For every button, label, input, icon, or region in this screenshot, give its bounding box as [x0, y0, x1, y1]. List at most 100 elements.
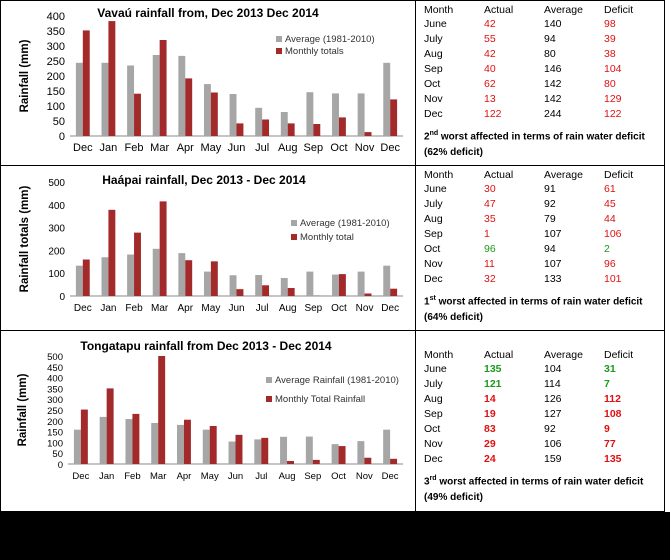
cell-actual: 96 — [484, 243, 496, 255]
x-tick-label: Feb — [125, 142, 144, 154]
average-bar — [203, 271, 211, 296]
cell-actual: 42 — [484, 18, 496, 30]
cell-actual: 13 — [484, 93, 496, 105]
vavau-chart-svg: 0 50 100 150 200 250 300 350 400 Rainfall (mm) Vav… — [19, 6, 403, 154]
header-month: Month — [424, 4, 454, 16]
monthly-bar — [262, 119, 270, 136]
average-bar — [383, 62, 391, 136]
legend-swatch — [266, 396, 272, 402]
y-tick-label: 100 — [47, 101, 65, 113]
cell-month: Sep — [424, 408, 443, 420]
cell-deficit: 7 — [604, 378, 610, 390]
haapai-note: 1st worst affected in terms of rain wate… — [424, 291, 662, 326]
y-axis-label: Rainfall (mm) — [19, 39, 31, 112]
cell-average: 94 — [544, 33, 556, 45]
cell-deficit: 38 — [604, 48, 616, 60]
table-row: Nov 29 106 77 — [424, 437, 660, 452]
header-deficit: Deficit — [604, 4, 634, 16]
monthly-bar — [287, 288, 295, 296]
x-tick-label: Mar — [150, 142, 169, 154]
y-tick-label: 400 — [47, 374, 63, 385]
cell-actual: 62 — [484, 78, 496, 90]
cell-average: 244 — [544, 108, 562, 120]
cell-month: Aug — [424, 48, 443, 60]
cell-average: 91 — [544, 183, 556, 195]
cell-deficit: 101 — [604, 273, 622, 285]
cell-deficit: 80 — [604, 78, 616, 90]
cell-average: 94 — [544, 243, 556, 255]
cell-actual: 122 — [484, 108, 502, 120]
average-bar — [73, 429, 81, 464]
tongatapu-chart: 0 50 100 150 200 250 300 350 400 450 500 Rainfall (… — [8, 336, 408, 506]
cell-average: 127 — [544, 408, 562, 420]
note-suffix: rd — [429, 475, 437, 482]
x-tick-label: Mar — [150, 471, 166, 482]
cell-average: 106 — [544, 438, 562, 450]
note-text: worst affected in terms of rain water de… — [424, 131, 645, 159]
x-tick-label: Dec — [382, 471, 399, 482]
cell-actual: 42 — [484, 48, 496, 60]
x-tick-label: Dec — [380, 142, 400, 154]
legend-swatch — [291, 234, 297, 240]
y-tick-label: 450 — [47, 363, 63, 374]
monthly-bar — [82, 259, 90, 296]
average-bar — [152, 248, 160, 296]
cell-month: June — [424, 363, 447, 375]
monthly-bar — [312, 459, 320, 464]
average-bar — [357, 93, 365, 136]
legend-label: Average Rainfall (1981-2010) — [275, 375, 399, 386]
cell-actual: 29 — [484, 438, 496, 450]
cell-month: Aug — [424, 213, 443, 225]
x-tick-label: Mar — [151, 303, 169, 314]
cell-average: 107 — [544, 228, 562, 240]
cell-month: Nov — [424, 438, 443, 450]
row-divider — [0, 330, 665, 331]
cell-average: 133 — [544, 273, 562, 285]
monthly-bar — [134, 232, 141, 296]
haapai-deficit-table: Month Actual Average Deficit June 30 91 61 J… — [424, 168, 660, 287]
header-month: Month — [424, 349, 454, 361]
x-tick-label: Aug — [278, 142, 298, 154]
cell-month: July — [424, 33, 443, 45]
chart-title: Vavaú rainfall from, Dec 2013 Dec 2014 — [97, 6, 319, 20]
x-tick-label: Jul — [255, 471, 267, 482]
cell-average: 140 — [544, 18, 562, 30]
legend-label: Average (1981-2010) — [300, 218, 390, 229]
cell-month: June — [424, 18, 447, 30]
table-row: Sep 1 107 106 — [424, 227, 660, 242]
cell-month: July — [424, 378, 443, 390]
x-tick-label: Dec — [74, 303, 92, 314]
cell-actual: 55 — [484, 33, 496, 45]
monthly-bar — [159, 40, 167, 136]
average-bar — [305, 436, 313, 464]
average-bar — [280, 112, 288, 136]
y-tick-label: 0 — [59, 292, 65, 303]
cell-deficit: 96 — [604, 258, 616, 270]
y-tick-label: 300 — [48, 224, 65, 235]
cell-deficit: 9 — [604, 423, 610, 435]
cell-actual: 83 — [484, 423, 496, 435]
average-bar — [332, 93, 339, 136]
header-average: Average — [544, 4, 583, 16]
x-tick-label: Dec — [73, 142, 93, 154]
x-tick-label: Nov — [356, 303, 374, 314]
note-ordinal: 3 — [424, 476, 430, 488]
chart-title: Haápai rainfall, Dec 2013 - Dec 2014 — [102, 173, 306, 187]
average-bar — [229, 275, 237, 296]
average-bar — [177, 424, 184, 464]
average-bar — [99, 416, 107, 464]
monthly-bar — [390, 288, 398, 296]
cell-actual: 35 — [484, 213, 496, 225]
table-row: Dec 24 159 135 — [424, 452, 660, 467]
note-text: worst affected in terms of rain water de… — [424, 296, 643, 324]
average-bar — [101, 62, 109, 136]
cell-month: Oct — [424, 78, 441, 90]
y-tick-label: 200 — [47, 71, 65, 83]
y-tick-label: 200 — [47, 417, 63, 428]
tongatapu-note: 3rd worst affected in terms of rain wate… — [424, 471, 662, 506]
table-row: Aug 35 79 44 — [424, 212, 660, 227]
table-row: July 47 92 45 — [424, 197, 660, 212]
cell-month: June — [424, 183, 447, 195]
average-bar — [255, 275, 263, 296]
